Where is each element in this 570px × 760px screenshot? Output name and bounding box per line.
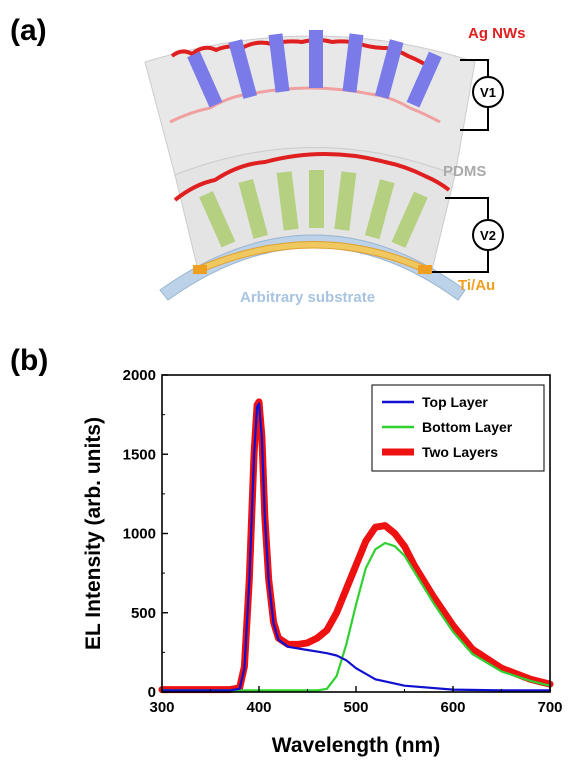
y-tick-label: 0 <box>148 684 156 701</box>
pdms-label: PDMS <box>443 163 486 180</box>
top-rod <box>187 51 223 108</box>
top-rod <box>374 39 404 99</box>
bottom-rod <box>334 171 357 231</box>
substrate-label: Arbitrary substrate <box>240 289 375 306</box>
ag-nws-label: Ag NWs <box>468 25 526 42</box>
panel-b-letter: (b) <box>10 344 48 377</box>
y-tick-label: 2000 <box>123 367 156 384</box>
y-tick-label: 500 <box>131 605 156 622</box>
x-tick-label: 500 <box>343 699 368 716</box>
v1-meter <box>472 76 504 108</box>
legend-label-two-layers: Two Layers <box>422 444 498 460</box>
y-tick-label: 1000 <box>123 526 156 543</box>
ti-au-label: Ti/Au <box>458 277 495 294</box>
y-axis-title: EL Intensity (arb. units) <box>82 417 105 650</box>
top-rod <box>406 51 442 108</box>
top-rod <box>342 33 364 93</box>
x-tick-label: 600 <box>440 699 465 716</box>
bottom-rod <box>276 171 299 231</box>
top-rod <box>268 33 290 93</box>
v2-label: V2 <box>480 228 496 243</box>
y-tick-label: 1500 <box>123 446 156 463</box>
legend-label-top-layer: Top Layer <box>422 394 488 410</box>
series-line-bottom-layer <box>160 541 552 692</box>
v1-label: V1 <box>480 85 496 100</box>
top-rod <box>309 30 323 88</box>
chart-plot-area: 300 400 500 600 700 0 500 1000 1500 2000 Wavelengt… <box>82 367 563 757</box>
v2-meter <box>472 219 504 251</box>
bottom-rod <box>364 179 395 240</box>
bottom-rod <box>309 170 324 228</box>
ti-au-contact-left <box>193 265 207 274</box>
substrate-layer <box>159 234 466 301</box>
x-tick-label: 700 <box>537 699 562 716</box>
bottom-rods <box>199 170 428 248</box>
top-rods <box>187 30 442 108</box>
legend-label-bottom-layer: Bottom Layer <box>422 419 513 435</box>
bottom-rod <box>238 178 268 239</box>
series-line-top-layer <box>160 402 552 692</box>
panel-a-diagram: (a) V1 V2 Ag NWs PDMS Ti/Au Ar <box>10 14 526 306</box>
panel-a-letter: (a) <box>10 14 47 47</box>
v1-wire <box>460 59 489 131</box>
x-tick-label: 400 <box>246 699 271 716</box>
bottom-rod <box>199 191 236 248</box>
v2-wire <box>432 197 489 273</box>
x-tick-label: 300 <box>149 699 174 716</box>
ti-au-contact-right <box>418 265 432 274</box>
top-rod <box>228 39 258 99</box>
bottom-rod <box>391 191 428 248</box>
panel-b-chart: (b) 300 400 500 600 700 0 500 1000 1500 2000 Wavel… <box>10 344 563 757</box>
x-axis-title: Wavelength (nm) <box>272 734 440 757</box>
bottom-ag-nws <box>173 151 451 202</box>
